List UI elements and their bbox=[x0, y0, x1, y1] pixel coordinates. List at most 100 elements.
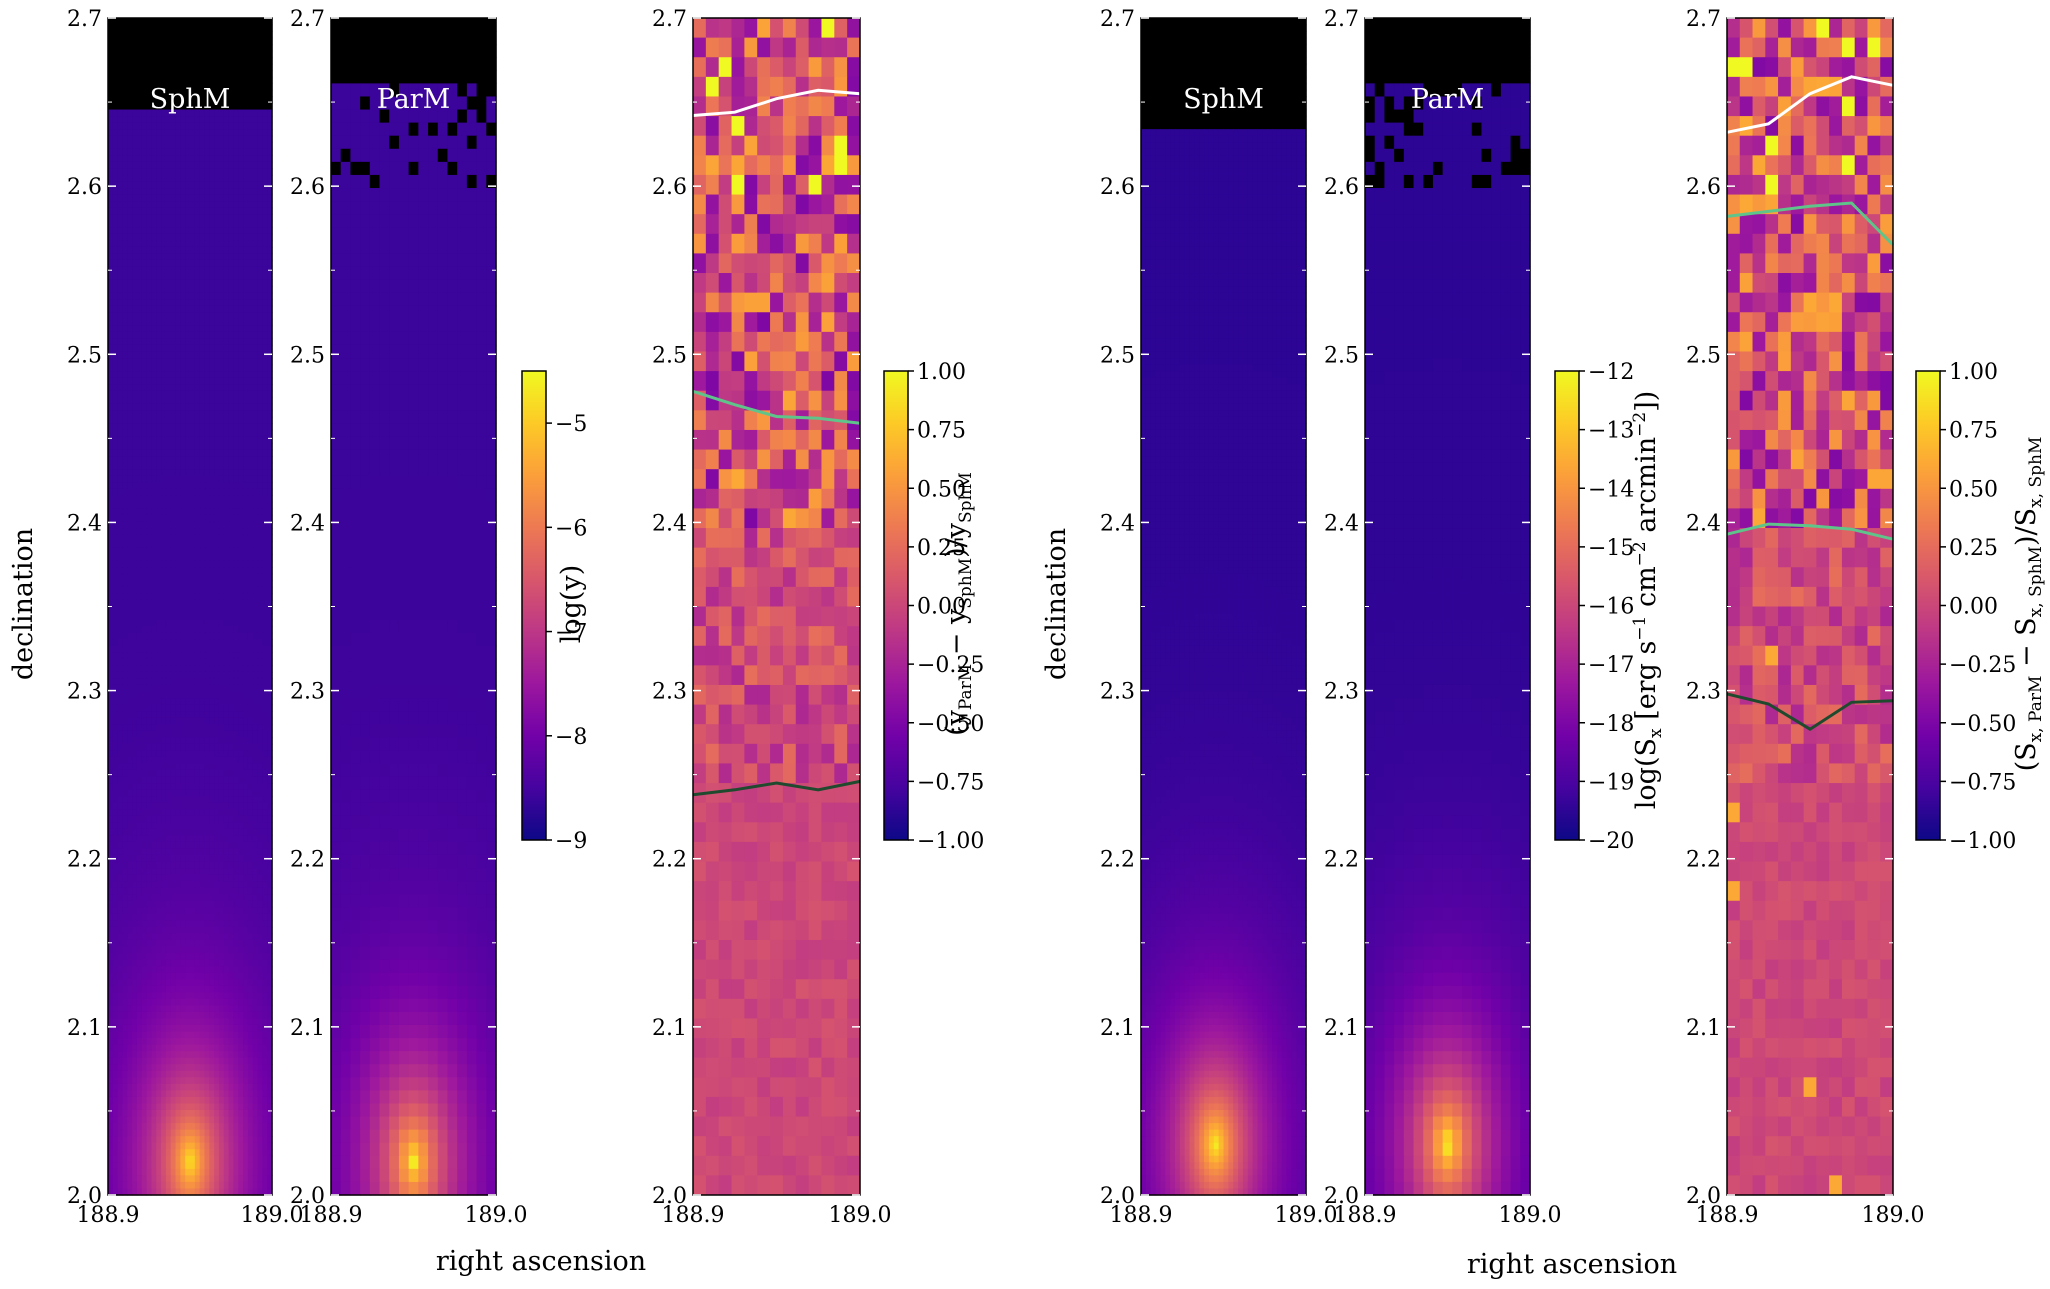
heat-cell bbox=[112, 161, 119, 169]
heat-cell bbox=[199, 946, 206, 954]
heat-cell bbox=[190, 953, 196, 961]
heat-cell bbox=[257, 207, 263, 215]
heat-cell bbox=[238, 809, 244, 817]
heat-cell bbox=[233, 103, 239, 111]
heat-cell bbox=[199, 684, 206, 693]
heat-cell bbox=[262, 946, 268, 954]
heat-cell bbox=[209, 626, 215, 634]
heat-cell bbox=[262, 364, 268, 372]
heat-cell bbox=[165, 645, 172, 653]
heat-cell bbox=[214, 148, 220, 156]
heat-cell bbox=[112, 717, 119, 725]
heat-cell bbox=[257, 933, 263, 941]
heat-cell bbox=[199, 57, 206, 65]
heat-cell bbox=[146, 953, 153, 961]
heat-cell bbox=[132, 671, 138, 680]
heat-cell bbox=[262, 312, 268, 320]
heat-cell bbox=[214, 711, 220, 719]
heat-cell bbox=[161, 103, 167, 111]
heat-cell bbox=[247, 403, 254, 411]
heat-cell bbox=[151, 652, 157, 660]
heat-cell bbox=[136, 567, 143, 575]
heat-cell bbox=[238, 240, 244, 248]
heat-cell bbox=[262, 567, 268, 575]
heat-cell bbox=[180, 122, 186, 130]
heat-cell bbox=[223, 259, 230, 268]
heat-cell bbox=[199, 783, 206, 791]
heat-cell bbox=[252, 848, 259, 856]
heat-cell bbox=[257, 122, 263, 130]
heat-cell bbox=[122, 691, 128, 699]
heat-cell bbox=[141, 645, 148, 653]
heat-cell bbox=[233, 547, 239, 555]
heat-cell bbox=[204, 44, 210, 52]
heat-cell bbox=[161, 57, 167, 65]
heat-cell bbox=[223, 331, 230, 340]
heat-cell bbox=[156, 423, 162, 431]
heat-cell bbox=[151, 475, 157, 483]
heat-cell bbox=[117, 645, 124, 653]
heat-cell bbox=[112, 828, 119, 836]
heat-cell bbox=[214, 286, 220, 294]
heat-cell bbox=[204, 541, 210, 549]
heat-cell bbox=[199, 868, 206, 876]
heat-cell bbox=[238, 390, 244, 398]
heat-cell bbox=[151, 207, 157, 215]
heat-cell bbox=[136, 626, 143, 634]
heat-cell bbox=[132, 273, 138, 281]
heat-cell bbox=[223, 756, 230, 765]
heat-cell bbox=[257, 848, 263, 856]
heat-cell bbox=[151, 887, 157, 895]
heat-cell bbox=[194, 240, 201, 248]
heat-cell bbox=[233, 521, 239, 529]
heat-cell bbox=[262, 528, 268, 536]
heat-cell bbox=[233, 174, 239, 183]
heat-cell bbox=[247, 593, 254, 601]
heat-cell bbox=[257, 292, 263, 300]
heat-cell bbox=[204, 96, 210, 104]
heat-cell bbox=[238, 312, 244, 320]
heat-cell bbox=[141, 397, 148, 405]
heat-cell bbox=[156, 658, 162, 666]
heat-cell bbox=[204, 691, 210, 699]
heat-cell bbox=[122, 639, 128, 647]
heat-cell bbox=[233, 743, 239, 751]
heat-cell bbox=[262, 796, 268, 804]
heat-cell bbox=[180, 495, 186, 503]
heat-cell bbox=[156, 593, 162, 601]
heat-cell bbox=[112, 279, 119, 287]
heat-cell bbox=[199, 135, 206, 143]
heat-cell bbox=[238, 691, 244, 699]
heat-cell bbox=[165, 874, 172, 882]
heat-cell bbox=[185, 70, 191, 78]
heat-cell bbox=[165, 96, 172, 104]
heat-cell bbox=[218, 443, 225, 451]
heat-cell bbox=[156, 645, 162, 653]
heat-cell bbox=[122, 253, 128, 261]
heat-cell bbox=[233, 246, 239, 254]
heat-cell bbox=[136, 377, 143, 385]
heat-cell bbox=[141, 684, 148, 693]
heat-cell bbox=[223, 769, 230, 778]
heat-cell bbox=[175, 861, 181, 869]
heat-cell bbox=[190, 109, 196, 117]
heat-cell bbox=[252, 861, 259, 869]
heat-cell bbox=[194, 155, 201, 163]
heat-cell bbox=[262, 70, 268, 78]
heat-cell bbox=[175, 286, 181, 294]
heat-cell bbox=[252, 220, 259, 228]
heat-cell bbox=[252, 214, 259, 222]
heat-cell bbox=[223, 456, 230, 464]
heat-cell bbox=[136, 541, 143, 549]
heat-cell bbox=[190, 580, 196, 588]
heat-cell bbox=[233, 560, 239, 568]
heat-cell bbox=[218, 626, 225, 634]
heat-cell bbox=[132, 900, 138, 908]
heat-cell bbox=[247, 279, 254, 287]
heat-cell bbox=[151, 639, 157, 647]
heat-cell bbox=[151, 462, 157, 470]
heat-cell bbox=[117, 449, 124, 457]
heat-cell bbox=[209, 358, 215, 366]
heat-cell bbox=[190, 711, 196, 719]
heat-cell bbox=[161, 129, 167, 137]
